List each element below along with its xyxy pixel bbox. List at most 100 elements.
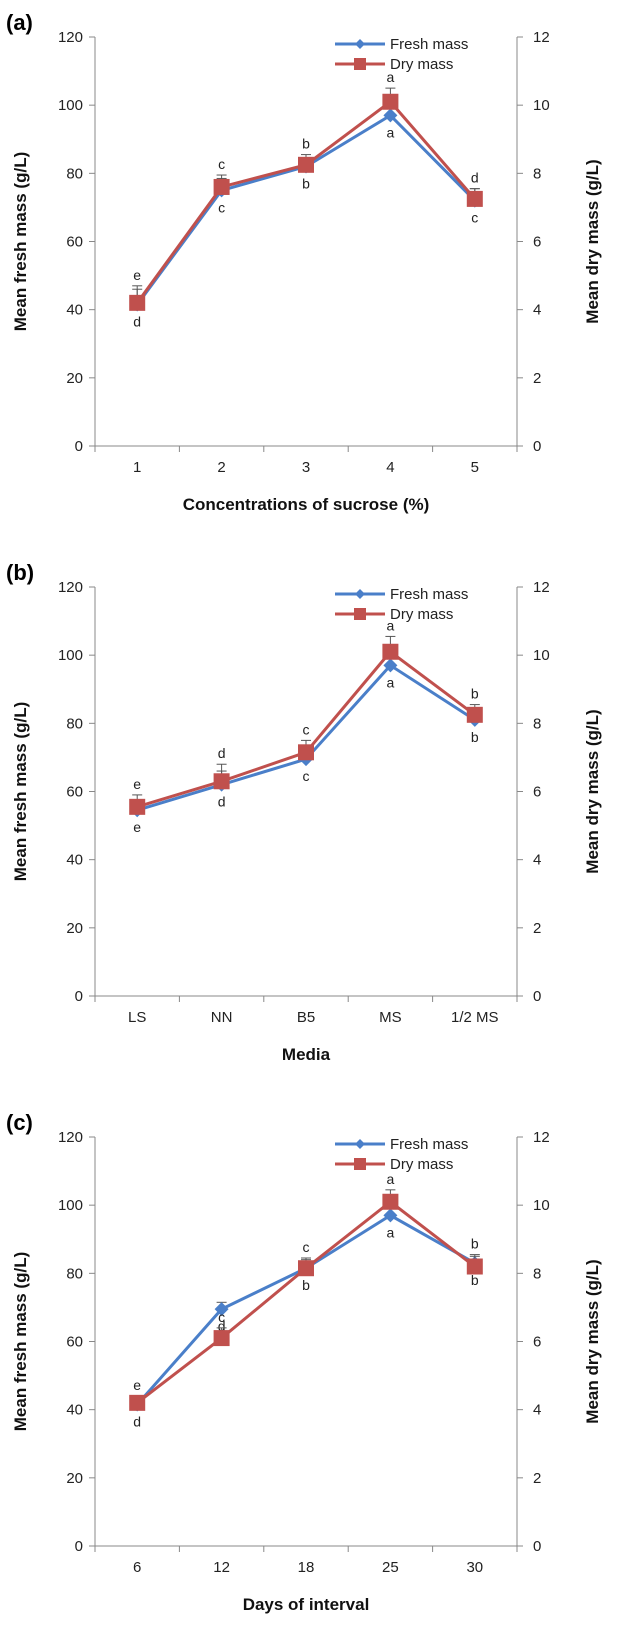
y-tick-label-left: 80 — [66, 1265, 83, 1282]
x-tick-label: 4 — [386, 459, 394, 476]
x-tick-label: 6 — [133, 1559, 141, 1576]
x-tick-label: 12 — [213, 1559, 230, 1576]
y-tick-label-right: 4 — [533, 1402, 541, 1419]
significance-letter: c — [303, 721, 310, 737]
x-tick-label: 30 — [466, 1559, 483, 1576]
legend-swatch-marker — [355, 39, 365, 49]
y-tick-label-right: 4 — [533, 302, 541, 319]
y-axis-title-left: Mean fresh mass (g/L) — [11, 152, 30, 332]
y-tick-label-right: 2 — [533, 370, 541, 387]
y-tick-label-left: 0 — [75, 1538, 83, 1555]
y-axis-title-right: Mean dry mass (g/L) — [583, 1259, 602, 1423]
data-point — [298, 1260, 314, 1277]
y-tick-label-right: 12 — [533, 29, 550, 46]
significance-letter: b — [471, 686, 479, 702]
data-point — [382, 93, 399, 110]
significance-letter: b — [471, 1236, 479, 1252]
significance-letter: a — [387, 1171, 395, 1187]
data-point — [382, 1193, 399, 1210]
y-tick-label-right: 0 — [533, 438, 541, 455]
panel-label: (b) — [6, 560, 34, 585]
legend-label: Fresh mass — [390, 1136, 468, 1153]
legend: Fresh mass Dry mass — [335, 1136, 468, 1173]
legend-swatch-marker — [354, 1158, 366, 1170]
y-tick-label-right: 0 — [533, 1538, 541, 1555]
y-axis-title-right: Mean dry mass (g/L) — [583, 159, 602, 323]
data-point — [383, 658, 398, 673]
significance-letter: c — [303, 768, 310, 784]
panel-label: (c) — [6, 1110, 33, 1135]
legend-label: Dry mass — [390, 56, 453, 73]
legend-label: Fresh mass — [390, 586, 468, 603]
y-tick-label-left: 80 — [66, 165, 83, 182]
series-line — [136, 663, 476, 812]
y-tick-label-left: 60 — [66, 234, 83, 251]
y-tick-label-right: 8 — [533, 1265, 541, 1282]
significance-letter: a — [387, 124, 395, 140]
y-tick-label-left: 120 — [58, 29, 83, 46]
data-point — [298, 744, 314, 761]
legend: Fresh mass Dry mass — [335, 36, 468, 73]
y-tick-label-right: 6 — [533, 1334, 541, 1351]
significance-letter: d — [471, 170, 479, 186]
y-tick-label-right: 2 — [533, 920, 541, 937]
series-dry-mass: e c b a d — [129, 69, 483, 311]
chart-panel-b: (b) 0 20 40 60 80 100 120 0 2 4 6 8 10 12 LS NN B5 MS 1/2 M… — [6, 560, 602, 1064]
y-tick-label-left: 20 — [66, 370, 83, 387]
legend-swatch-marker — [355, 589, 365, 599]
significance-letter: a — [387, 69, 395, 85]
data-point — [213, 1330, 230, 1347]
legend-label: Fresh mass — [390, 36, 468, 53]
significance-letter: d — [133, 1414, 141, 1430]
significance-letter: c — [303, 1239, 310, 1255]
y-tick-label-left: 60 — [66, 784, 83, 801]
x-tick-label: 3 — [302, 459, 310, 476]
x-axis-title: Days of interval — [243, 1595, 370, 1614]
y-tick-label-left: 100 — [58, 97, 83, 114]
y-tick-label-right: 10 — [533, 97, 550, 114]
y-tick-label-right: 8 — [533, 165, 541, 182]
legend-swatch-marker — [354, 58, 366, 70]
y-tick-label-left: 120 — [58, 1129, 83, 1146]
y-tick-label-right: 6 — [533, 784, 541, 801]
data-point — [383, 1208, 398, 1223]
x-tick-label: 1/2 MS — [451, 1009, 499, 1026]
x-tick-label: 2 — [217, 459, 225, 476]
significance-letter: b — [471, 1272, 479, 1288]
significance-letter: b — [471, 729, 479, 745]
y-tick-label-right: 10 — [533, 647, 550, 664]
x-tick-label: 25 — [382, 1559, 399, 1576]
data-point — [382, 643, 399, 660]
x-tick-label: B5 — [297, 1009, 315, 1026]
legend-swatch-marker — [355, 1139, 365, 1149]
significance-letter: d — [218, 1318, 226, 1334]
legend: Fresh mass Dry mass — [335, 586, 468, 623]
significance-letter: b — [302, 176, 310, 192]
legend-swatch-marker — [354, 608, 366, 620]
y-tick-label-left: 60 — [66, 1334, 83, 1351]
y-tick-label-left: 100 — [58, 647, 83, 664]
x-tick-label: NN — [211, 1009, 233, 1026]
data-point — [466, 706, 483, 723]
series-dry-mass: e c c a b — [129, 1171, 483, 1411]
x-tick-label: LS — [128, 1009, 146, 1026]
data-point — [214, 1302, 229, 1317]
y-tick-label-left: 40 — [66, 852, 83, 869]
data-point — [213, 773, 230, 790]
x-tick-label: 1 — [133, 459, 141, 476]
y-tick-label-right: 2 — [533, 1470, 541, 1487]
y-tick-label-left: 0 — [75, 438, 83, 455]
significance-letter: d — [218, 745, 226, 761]
data-point — [129, 294, 146, 311]
series-line — [135, 99, 476, 304]
significance-letter: c — [218, 1309, 225, 1325]
y-tick-label-left: 100 — [58, 1197, 83, 1214]
y-tick-label-right: 10 — [533, 1197, 550, 1214]
significance-letter: c — [471, 210, 478, 226]
significance-letter: e — [133, 1377, 141, 1393]
significance-letter: c — [218, 199, 225, 215]
x-tick-label: 5 — [471, 459, 479, 476]
chart-panel-c: (c) 0 20 40 60 80 100 120 0 2 4 6 8 10 12 6 12 18 25 30 Days… — [6, 1110, 602, 1614]
